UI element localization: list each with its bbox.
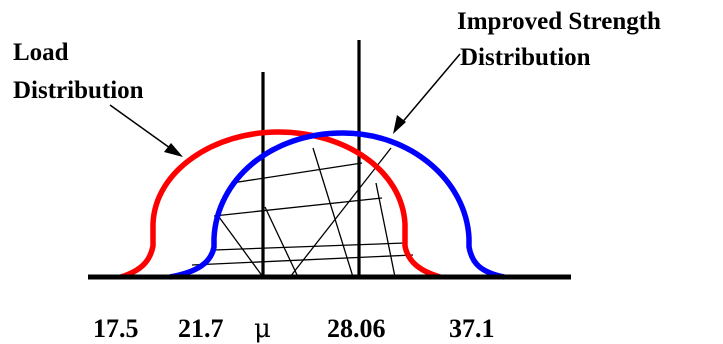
tick-label: 21.7 bbox=[178, 314, 224, 343]
hatch-line bbox=[375, 182, 396, 278]
tick-label: 17.5 bbox=[93, 314, 139, 343]
strength-label-line2: Distribution bbox=[460, 44, 591, 71]
hatch-line bbox=[264, 206, 299, 278]
arrowhead-icon bbox=[393, 115, 406, 134]
interference-hatching bbox=[191, 147, 414, 278]
hatch-line bbox=[218, 216, 264, 278]
hatch-line bbox=[231, 162, 363, 184]
hatch-line bbox=[289, 147, 392, 278]
load-label-line1: Load bbox=[13, 39, 69, 66]
hatch-line bbox=[191, 254, 414, 266]
tick-label: 28.06 bbox=[327, 314, 386, 343]
load-distribution-curve bbox=[120, 129, 441, 280]
strength-label-line1: Improved Strength bbox=[457, 8, 661, 35]
arrowhead-icon bbox=[164, 143, 183, 157]
strength-arrow bbox=[393, 53, 461, 134]
hatch-line bbox=[213, 242, 406, 251]
tick-label-mu: μ bbox=[254, 314, 271, 344]
tick-label: 37.1 bbox=[449, 314, 495, 343]
load-arrow bbox=[109, 104, 183, 157]
hatch-line bbox=[213, 197, 383, 217]
strength-distribution-curve bbox=[169, 130, 505, 280]
load-label-line2: Distribution bbox=[13, 77, 144, 104]
